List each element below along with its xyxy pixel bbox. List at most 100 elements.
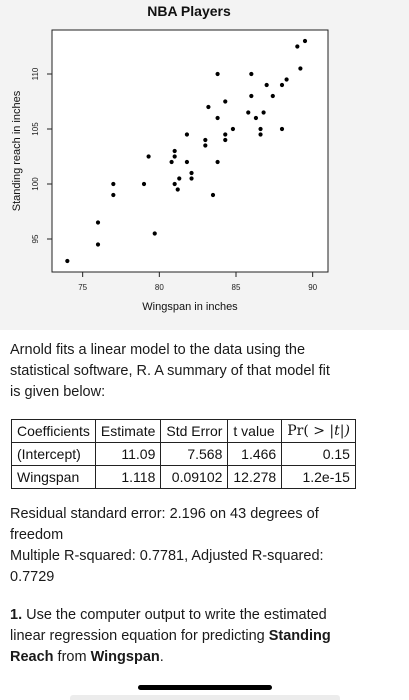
header-p-value: Pr( > |t|) — [281, 419, 356, 443]
data-point — [215, 159, 220, 165]
data-point — [258, 126, 263, 132]
data-point — [210, 192, 216, 198]
home-indicator[interactable] — [138, 685, 272, 690]
data-point — [146, 154, 151, 159]
data-point — [203, 143, 208, 148]
bottom-button-shadow — [70, 695, 340, 700]
data-point — [141, 181, 147, 187]
chart-panel: NBA Players 75 80 85 90 95 100 105 110 Wingspan i… — [0, 0, 409, 330]
y-tick-label: 105 — [31, 122, 40, 136]
data-point — [111, 181, 116, 187]
row-p-value: 1.2e-15 — [281, 465, 356, 489]
header-p-prefix: Pr( — [287, 423, 309, 439]
bold-standing: Standing — [268, 628, 331, 644]
data-point — [95, 242, 101, 247]
table-header-row: Coefficients Estimate Std Error t value … — [11, 419, 356, 443]
header-estimate: Estimate — [94, 419, 162, 443]
data-point — [249, 71, 254, 77]
summary-line: Residual standard error: 2.196 on 43 deg… — [10, 506, 319, 522]
row-name: Wingspan — [11, 465, 96, 489]
data-point — [279, 82, 285, 88]
summary-line: 0.7729 — [10, 569, 55, 585]
header-p-suffix: > |t|) — [308, 423, 350, 439]
scatter-plot: NBA Players 75 80 85 90 95 100 105 110 Wingspan i… — [11, 3, 329, 313]
data-point — [172, 148, 177, 154]
row-std-error: 7.568 — [160, 442, 229, 466]
x-tick-label: 75 — [78, 283, 87, 292]
data-point — [169, 159, 174, 165]
data-point — [261, 110, 266, 115]
data-point — [189, 176, 194, 181]
question-line-text: Use the computer output to write the est… — [22, 607, 327, 623]
table-row: (Intercept) 11.09 7.568 1.466 0.15 — [11, 442, 356, 466]
row-estimate: 1.118 — [94, 465, 162, 489]
data-point — [206, 104, 211, 110]
data-point — [249, 93, 254, 99]
question-prefix: linear regression equation for predictin… — [10, 628, 269, 644]
row-t-value: 12.278 — [227, 465, 283, 489]
data-point — [175, 187, 180, 192]
data-point — [246, 110, 251, 115]
question-number: 1. — [10, 607, 23, 623]
data-point — [264, 82, 269, 88]
data-point — [203, 137, 208, 143]
question-end: . — [159, 649, 164, 665]
content: Arnold fits a linear model to the data u… — [10, 340, 400, 668]
data-point — [270, 93, 275, 99]
data-point — [184, 159, 190, 165]
y-tick-label: 110 — [31, 67, 40, 80]
data-point — [223, 137, 228, 143]
x-tick-label: 80 — [155, 283, 164, 292]
data-point — [279, 126, 285, 132]
data-point — [172, 181, 177, 187]
row-estimate: 11.09 — [94, 442, 162, 466]
row-t-value: 1.466 — [227, 442, 283, 466]
question-mid: from — [53, 649, 91, 665]
data-point — [65, 258, 70, 264]
row-p-value: 0.15 — [281, 442, 356, 466]
data-point — [223, 132, 228, 137]
data-point — [95, 220, 101, 225]
data-point — [111, 192, 116, 198]
data-point — [284, 77, 289, 82]
data-point — [152, 231, 157, 236]
data-point — [215, 71, 220, 77]
data-point — [184, 132, 190, 137]
data-point — [223, 99, 228, 104]
data-point — [302, 38, 308, 44]
intro-line: is given below: — [10, 384, 106, 400]
header-coefficients: Coefficients — [11, 419, 96, 443]
coefficients-table: Coefficients Estimate Std Error t value … — [11, 419, 356, 489]
bold-reach: Reach — [10, 649, 54, 665]
row-std-error: 0.09102 — [160, 465, 229, 489]
intro-line: Arnold fits a linear model to the data u… — [10, 342, 306, 358]
y-tick-label: 95 — [31, 234, 40, 243]
chart-title: NBA Players — [147, 3, 231, 19]
data-point — [258, 132, 263, 137]
data-point — [253, 115, 259, 121]
question-line: Reach from Wingspan. — [10, 647, 400, 668]
x-tick-label: 90 — [308, 283, 317, 292]
header-std-error: Std Error — [160, 419, 229, 443]
x-tick-label: 85 — [232, 283, 241, 292]
question-line: linear regression equation for predictin… — [10, 626, 400, 647]
model-summary: Residual standard error: 2.196 on 43 deg… — [10, 504, 400, 588]
table-row: Wingspan 1.118 0.09102 12.278 1.2e-15 — [11, 465, 356, 489]
intro-paragraph: Arnold fits a linear model to the data u… — [10, 340, 400, 403]
intro-line: statistical software, R. A summary of th… — [10, 363, 330, 379]
data-point — [215, 115, 220, 121]
y-tick-label: 100 — [31, 177, 40, 191]
question-line: 1. Use the computer output to write the … — [10, 605, 400, 626]
data-point — [189, 170, 194, 176]
plot-frame — [51, 29, 329, 273]
bold-wingspan: Wingspan — [90, 649, 160, 665]
x-axis-label: Wingspan in inches — [142, 301, 238, 313]
header-t-value: t value — [227, 419, 283, 443]
question-text: 1. Use the computer output to write the … — [10, 605, 400, 668]
summary-line: Multiple R-squared: 0.7781, Adjusted R-s… — [10, 548, 324, 564]
data-point — [230, 126, 236, 132]
data-point — [298, 66, 303, 71]
summary-line: freedom — [10, 527, 64, 543]
data-point — [177, 176, 182, 181]
data-point — [172, 154, 177, 159]
